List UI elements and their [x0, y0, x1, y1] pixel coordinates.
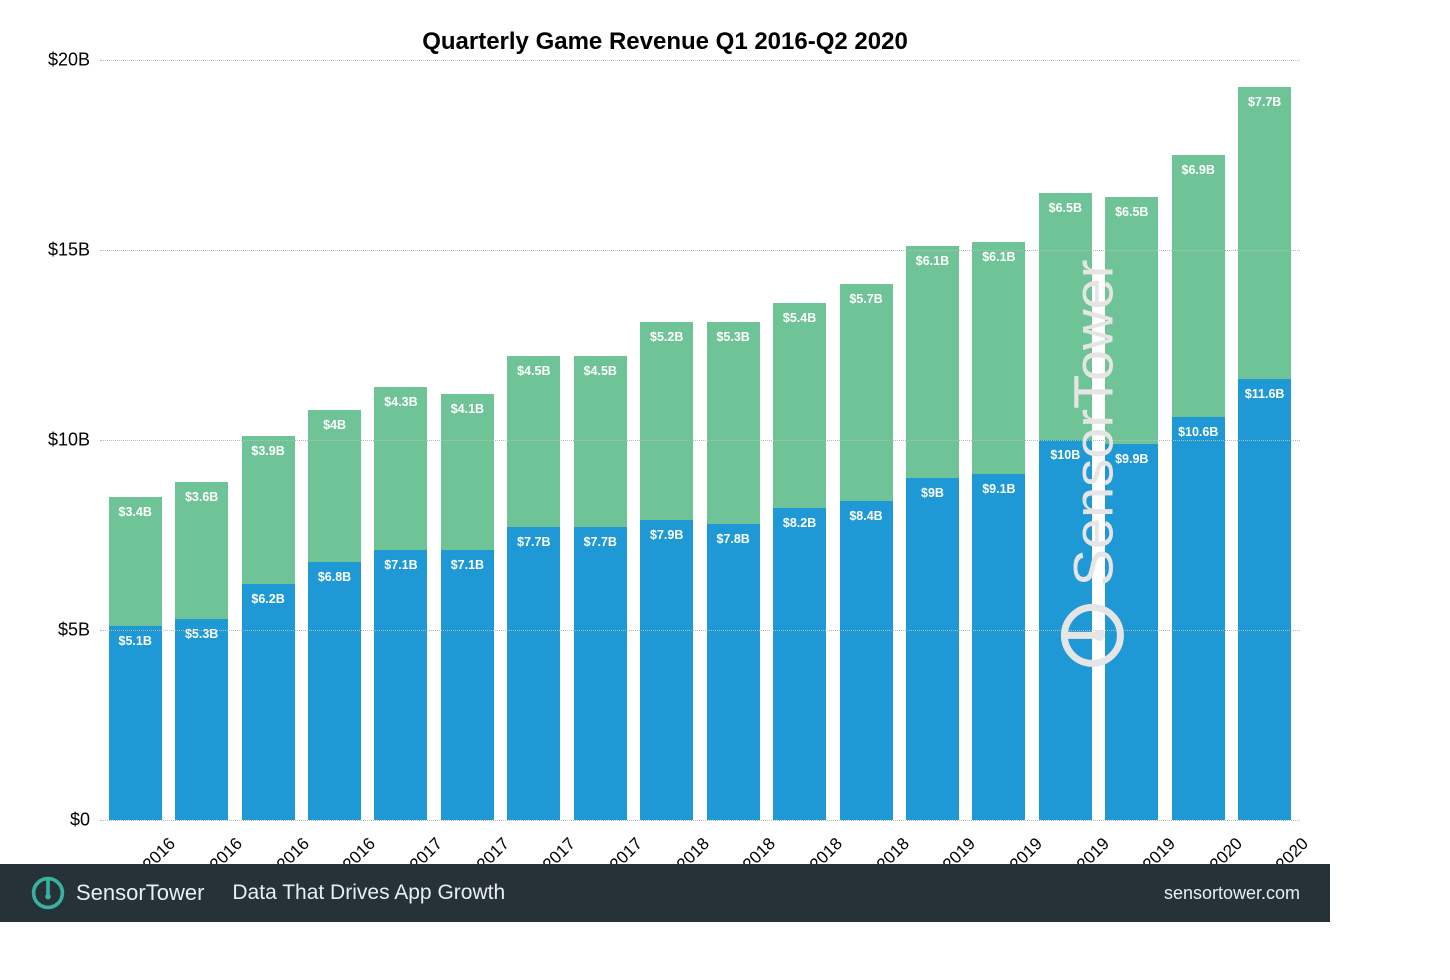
- footer-tagline: Data That Drives App Growth: [232, 881, 505, 905]
- bar-value-label: $6.2B: [242, 592, 295, 606]
- bar-value-label: $3.4B: [109, 505, 162, 519]
- watermark-text: SensorTower: [1060, 260, 1125, 587]
- bar-segment-app-store: $8.4B: [840, 501, 893, 820]
- bar-segment-google-play: $4.5B: [574, 356, 627, 527]
- bar-value-label: $3.6B: [175, 490, 228, 504]
- y-axis: $0$5B$10B$15B$20B: [0, 60, 100, 820]
- y-tick-label: $5B: [58, 620, 90, 641]
- bar-segment-google-play: $3.6B: [175, 482, 228, 619]
- bar-segment-google-play: $5.4B: [773, 303, 826, 508]
- bar-segment-google-play: $4.1B: [441, 394, 494, 550]
- figure-root: Quarterly Game Revenue Q1 2016-Q2 2020 $…: [0, 0, 1450, 980]
- bar-value-label: $5.2B: [640, 330, 693, 344]
- y-tick-label: $0: [70, 810, 90, 831]
- bar-segment-app-store: $7.1B: [441, 550, 494, 820]
- bar-value-label: $6.8B: [308, 570, 361, 584]
- watermark: SensorTower: [887, 120, 1298, 810]
- bar-column: $4.5B $7.7B: [507, 356, 560, 820]
- bar-value-label: $5.1B: [109, 634, 162, 648]
- footer-logo: SensorTower: [30, 875, 204, 911]
- bar-segment-app-store: $7.9B: [640, 520, 693, 820]
- bar-value-label: $7.7B: [507, 535, 560, 549]
- content-area: Quarterly Game Revenue Q1 2016-Q2 2020 $…: [0, 0, 1330, 922]
- bar-column: $5.3B $7.8B: [707, 322, 760, 820]
- bar-segment-google-play: $5.3B: [707, 322, 760, 523]
- bar-segment-google-play: $5.2B: [640, 322, 693, 520]
- footer-url: sensortower.com: [1164, 883, 1300, 904]
- y-tick-label: $10B: [48, 430, 90, 451]
- bar-segment-app-store: $8.2B: [773, 508, 826, 820]
- footer-logo-icon: [30, 875, 66, 911]
- bar-column: $3.9B $6.2B: [242, 436, 295, 820]
- bar-value-label: $5.3B: [175, 627, 228, 641]
- bar-column: $4.1B $7.1B: [441, 394, 494, 820]
- bar-segment-google-play: $3.4B: [109, 497, 162, 626]
- bar-segment-app-store: $7.8B: [707, 524, 760, 820]
- bar-column: $4B $6.8B: [308, 410, 361, 820]
- bar-value-label: $7.8B: [707, 532, 760, 546]
- bar-segment-app-store: $7.7B: [574, 527, 627, 820]
- bar-segment-app-store: $6.2B: [242, 584, 295, 820]
- bar-value-label: $5.3B: [707, 330, 760, 344]
- bar-segment-app-store: $7.7B: [507, 527, 560, 820]
- bar-column: $5.4B $8.2B: [773, 303, 826, 820]
- bar-value-label: $4.1B: [441, 402, 494, 416]
- bar-column: $4.3B $7.1B: [374, 387, 427, 820]
- footer-brand: SensorTower: [76, 880, 204, 906]
- bar-column: $5.7B $8.4B: [840, 284, 893, 820]
- bar-segment-app-store: $7.1B: [374, 550, 427, 820]
- bar-value-label: $4.5B: [574, 364, 627, 378]
- bar-segment-google-play: $3.9B: [242, 436, 295, 584]
- bar-value-label: $7.7B: [1238, 95, 1291, 109]
- bar-value-label: $7.1B: [441, 558, 494, 572]
- bar-value-label: $7.1B: [374, 558, 427, 572]
- bar-value-label: $8.4B: [840, 509, 893, 523]
- gridline: [100, 820, 1300, 821]
- bar-value-label: $7.7B: [574, 535, 627, 549]
- bar-value-label: $7.9B: [640, 528, 693, 542]
- gridline: [100, 60, 1300, 61]
- watermark-logo-icon: [1058, 600, 1128, 670]
- bar-column: $3.6B $5.3B: [175, 482, 228, 820]
- bar-segment-google-play: $4.3B: [374, 387, 427, 550]
- bar-value-label: $8.2B: [773, 516, 826, 530]
- bar-value-label: $5.4B: [773, 311, 826, 325]
- y-tick-label: $20B: [48, 50, 90, 71]
- bar-value-label: $4.3B: [374, 395, 427, 409]
- chart-title: Quarterly Game Revenue Q1 2016-Q2 2020: [0, 28, 1330, 56]
- bar-segment-app-store: $5.3B: [175, 619, 228, 820]
- bar-segment-app-store: $6.8B: [308, 562, 361, 820]
- bar-value-label: $5.7B: [840, 292, 893, 306]
- bar-segment-google-play: $4.5B: [507, 356, 560, 527]
- y-tick-label: $15B: [48, 240, 90, 261]
- bar-column: $5.2B $7.9B: [640, 322, 693, 820]
- bar-column: $4.5B $7.7B: [574, 356, 627, 820]
- bar-value-label: $4.5B: [507, 364, 560, 378]
- bar-segment-google-play: $5.7B: [840, 284, 893, 501]
- footer-bar: SensorTower Data That Drives App Growth …: [0, 864, 1330, 922]
- bar-segment-google-play: $4B: [308, 410, 361, 562]
- bar-value-label: $4B: [308, 418, 361, 432]
- bar-value-label: $3.9B: [242, 444, 295, 458]
- bar-segment-app-store: $5.1B: [109, 626, 162, 820]
- bar-column: $3.4B $5.1B: [109, 497, 162, 820]
